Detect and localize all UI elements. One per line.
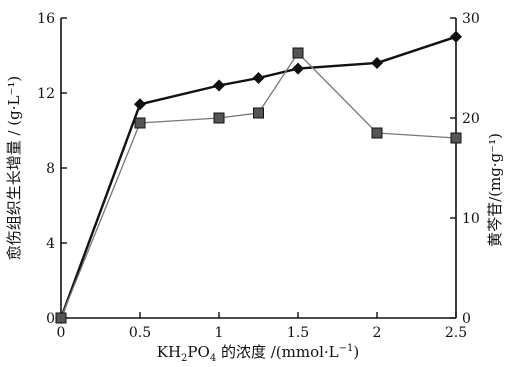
x-tick-label: 1 bbox=[215, 325, 224, 341]
x-title-suffix: 的浓度 /(mmol·L bbox=[216, 343, 338, 361]
baicalin-point bbox=[371, 127, 383, 139]
y-right-tick-label: 20 bbox=[462, 111, 480, 127]
x-tick-label: 0.5 bbox=[129, 325, 151, 341]
biomass-point bbox=[292, 62, 304, 75]
x-title-close: ) bbox=[353, 343, 359, 361]
x-title-sup: −1 bbox=[339, 343, 354, 354]
x-title-sub1: 2 bbox=[181, 353, 187, 364]
y-right-axis-title: 黄芩苷/(mg·g⁻¹) bbox=[486, 133, 504, 247]
x-title-sub2: 4 bbox=[210, 353, 216, 364]
y-right-tick-label: 0 bbox=[462, 311, 471, 327]
baicalin-series-line bbox=[60, 51, 457, 319]
markers bbox=[55, 30, 462, 324]
y-left-tick-label: 4 bbox=[46, 236, 55, 252]
baicalin-point bbox=[213, 112, 225, 124]
biomass-point bbox=[371, 57, 383, 69]
x-tick-label: 2 bbox=[373, 325, 382, 341]
baicalin-point bbox=[292, 47, 304, 59]
x-tick-label: 2.5 bbox=[445, 325, 467, 341]
y-left-tick-label: 12 bbox=[37, 86, 55, 102]
biomass-point bbox=[252, 72, 265, 84]
baicalin-point bbox=[253, 107, 264, 119]
biomass-point bbox=[213, 79, 225, 92]
baicalin-point bbox=[134, 117, 146, 129]
x-axis-title: KH2PO4 的浓度 /(mmol·L−1) bbox=[157, 343, 360, 364]
biomass-point bbox=[134, 98, 146, 111]
x-tick-label: 1.5 bbox=[287, 325, 309, 341]
y-right-tick-label: 10 bbox=[462, 211, 480, 227]
y-left-tick-label: 8 bbox=[46, 161, 55, 177]
baicalin-point bbox=[450, 132, 462, 144]
plot-frame bbox=[60, 18, 457, 319]
biomass-point bbox=[450, 30, 462, 43]
x-title-prefix: KH bbox=[157, 343, 181, 361]
y-left-tick-label: 0 bbox=[46, 311, 55, 327]
x-title-mid: PO bbox=[187, 343, 209, 361]
baicalin-point bbox=[55, 312, 67, 324]
x-tick-label: 0 bbox=[57, 325, 66, 341]
y-right-tick-label: 30 bbox=[462, 11, 480, 27]
y-left-tick-label: 16 bbox=[37, 11, 55, 27]
y-left-axis-title: 愈伤组织生长增量 / (g·L⁻¹) bbox=[5, 76, 23, 261]
